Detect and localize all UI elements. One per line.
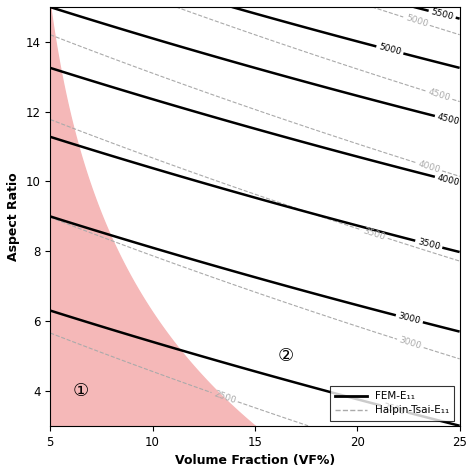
Text: 4000: 4000 — [417, 159, 441, 174]
Text: 5000: 5000 — [404, 13, 429, 29]
Text: 3500: 3500 — [417, 237, 441, 251]
X-axis label: Volume Fraction (VF%): Volume Fraction (VF%) — [175, 454, 335, 467]
Text: ②: ② — [278, 347, 294, 365]
Text: 2500: 2500 — [212, 389, 237, 405]
Text: 3000: 3000 — [397, 311, 421, 326]
Text: 4500: 4500 — [436, 112, 461, 127]
Text: 5000: 5000 — [378, 43, 402, 57]
Text: 4000: 4000 — [436, 173, 461, 187]
Text: 4500: 4500 — [427, 88, 451, 103]
Text: 3500: 3500 — [362, 226, 387, 242]
Text: 5500: 5500 — [430, 7, 455, 21]
Y-axis label: Aspect Ratio: Aspect Ratio — [7, 172, 20, 261]
Text: 3000: 3000 — [398, 336, 423, 351]
Legend: FEM-E₁₁, Halpin-Tsai-E₁₁: FEM-E₁₁, Halpin-Tsai-E₁₁ — [330, 386, 455, 420]
Text: 2500: 2500 — [382, 402, 406, 416]
Text: ①: ① — [73, 382, 89, 400]
